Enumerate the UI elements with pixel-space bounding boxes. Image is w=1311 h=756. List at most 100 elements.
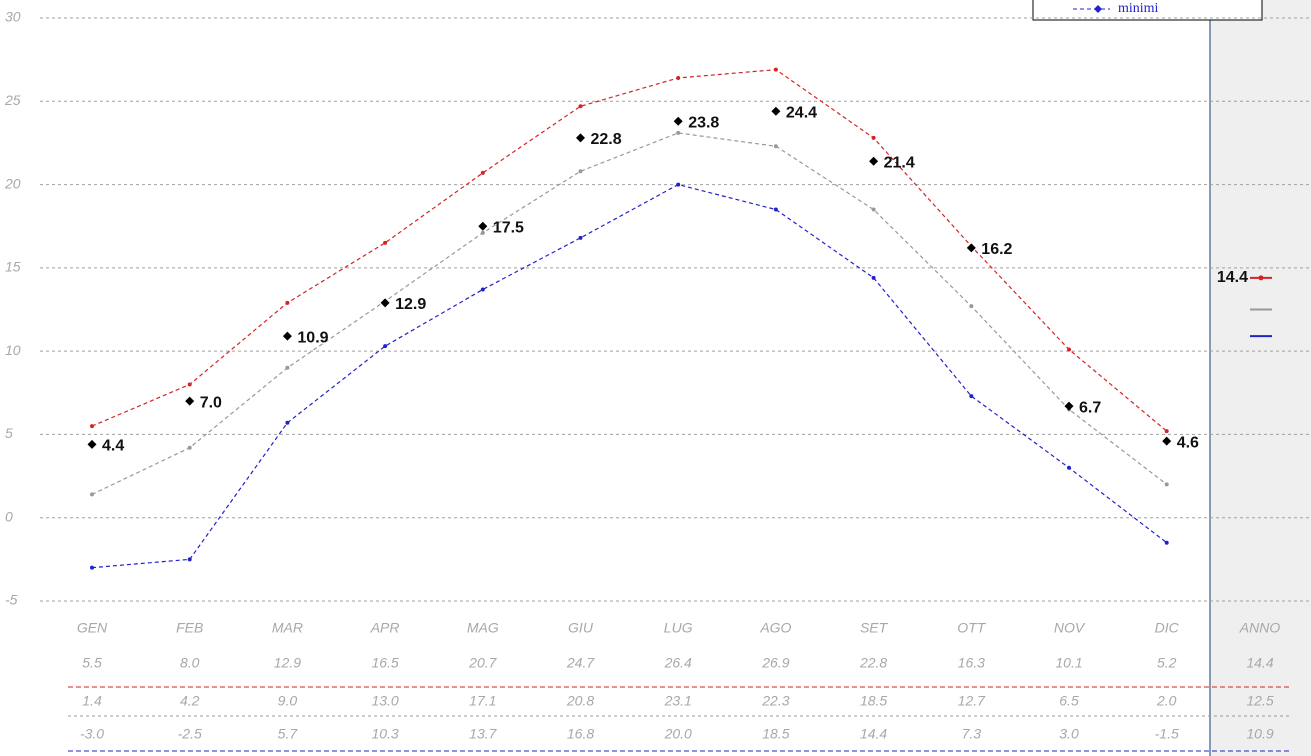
point [285,300,290,305]
annual-panel [1210,0,1311,756]
table-cell: 14.4 [860,726,887,742]
data-label: 17.5 [493,219,524,236]
point [478,221,488,231]
point [1164,429,1169,434]
point [1164,482,1169,487]
point [869,156,879,166]
table-cell: 20.8 [566,693,594,709]
point [282,331,292,341]
table-cell: -2.5 [178,726,202,742]
x-tick-label: AGO [759,620,791,636]
table-cell: 5.2 [1157,655,1177,671]
table-cell: 26.9 [761,655,789,671]
point [1162,436,1172,446]
x-tick-label: FEB [176,620,203,636]
y-tick-label: 30 [5,9,21,25]
point [578,235,583,240]
point [187,382,192,387]
point [969,304,974,309]
point [185,396,195,406]
table-cell: 5.5 [82,655,102,671]
legend: minimi [1032,0,1263,21]
x-tick-label: APR [370,620,400,636]
table-cell: 24.7 [566,655,595,671]
table-cell: 16.3 [958,655,985,671]
x-tick-label: ANNO [1239,620,1281,636]
point [480,230,485,235]
table-cell: 26.4 [664,655,692,671]
y-tick-label: 15 [5,259,21,275]
table-cell: 17.1 [469,693,496,709]
series-line [91,132,1168,495]
point [773,67,778,72]
point [90,424,94,429]
point [773,144,778,149]
point [871,207,876,212]
x-tick-label: OTT [957,620,986,636]
legend-label: minimi [1118,1,1159,16]
table-cell: 14.4 [1246,655,1273,671]
point [578,169,583,174]
data-label: 4.6 [1177,434,1199,451]
data-label: 23.8 [688,114,719,131]
point [380,298,390,308]
x-tick-label: GEN [77,620,108,636]
point [771,106,781,116]
table-cell: 9.0 [278,693,298,709]
table-cell: 22.3 [761,693,789,709]
point [969,394,974,399]
table-cell: 20.7 [468,655,497,671]
data-label: 16.2 [981,241,1012,258]
table-cell: 16.5 [371,655,398,671]
x-tick-label: NOV [1054,620,1086,636]
table-cell: 18.5 [762,726,789,742]
table-cell: 3.0 [1059,726,1079,742]
point [966,243,976,253]
point [1164,540,1169,545]
point [383,240,388,245]
table-cell: -1.5 [1155,726,1179,742]
x-tick-label: SET [860,620,889,636]
point [673,116,683,126]
annual-label: 14.4 [1217,269,1248,286]
table-cell: 16.8 [567,726,594,742]
x-tick-label: DIC [1155,620,1180,636]
data-label: 21.4 [884,154,915,171]
table-cell: 22.8 [859,655,887,671]
legend-marker [1094,5,1102,13]
data-label: 4.4 [102,438,124,455]
point [1064,401,1074,411]
data-label: 10.9 [297,329,328,346]
data-label: 22.8 [591,131,622,148]
point [90,565,94,570]
point [90,492,94,497]
table-cell: 4.2 [180,693,200,709]
point [87,439,97,449]
point [1067,347,1071,352]
point [676,130,681,135]
point [871,275,876,280]
table-cell: 13.0 [371,693,398,709]
point [480,287,485,292]
table-cell: 10.1 [1055,655,1082,671]
data-label: 6.7 [1079,399,1101,416]
table-cell: 7.3 [962,726,982,742]
y-tick-label: 5 [5,425,13,441]
data-label: 24.4 [786,104,817,121]
point [187,445,192,450]
point [676,75,681,80]
point [187,557,192,562]
data-label: 12.9 [395,296,426,313]
y-tick-label: 0 [5,508,13,524]
x-tick-label: GIU [568,620,594,636]
x-tick-label: MAR [272,620,303,636]
table-cell: 5.7 [278,726,299,742]
table-cell: 10.9 [1246,726,1273,742]
table-cell: 12.9 [274,655,301,671]
y-tick-label: -5 [5,592,18,608]
y-tick-label: 20 [4,175,21,191]
table-cell: 18.5 [860,693,887,709]
series-line [91,69,1168,432]
legend-box [1032,0,1263,21]
